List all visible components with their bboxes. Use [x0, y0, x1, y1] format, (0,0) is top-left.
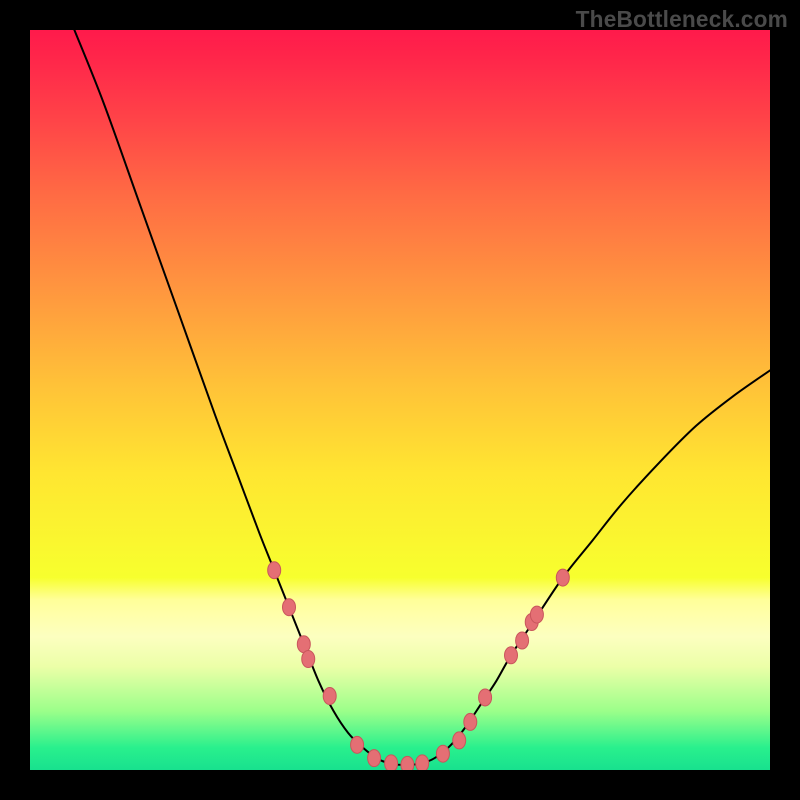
- data-marker: [385, 755, 398, 772]
- data-marker: [323, 688, 336, 705]
- data-marker: [268, 562, 281, 579]
- data-marker: [351, 736, 364, 753]
- data-marker: [453, 732, 466, 749]
- data-marker: [516, 632, 529, 649]
- data-marker: [556, 569, 569, 586]
- bottleneck-chart: [0, 0, 800, 800]
- chart-container: TheBottleneck.com: [0, 0, 800, 800]
- data-marker: [368, 750, 381, 767]
- data-marker: [283, 599, 296, 616]
- data-marker: [505, 647, 518, 664]
- data-marker: [530, 606, 543, 623]
- data-marker: [302, 651, 315, 668]
- plot-background: [30, 30, 770, 770]
- data-marker: [416, 755, 429, 772]
- data-marker: [479, 689, 492, 706]
- data-marker: [436, 745, 449, 762]
- data-marker: [464, 713, 477, 730]
